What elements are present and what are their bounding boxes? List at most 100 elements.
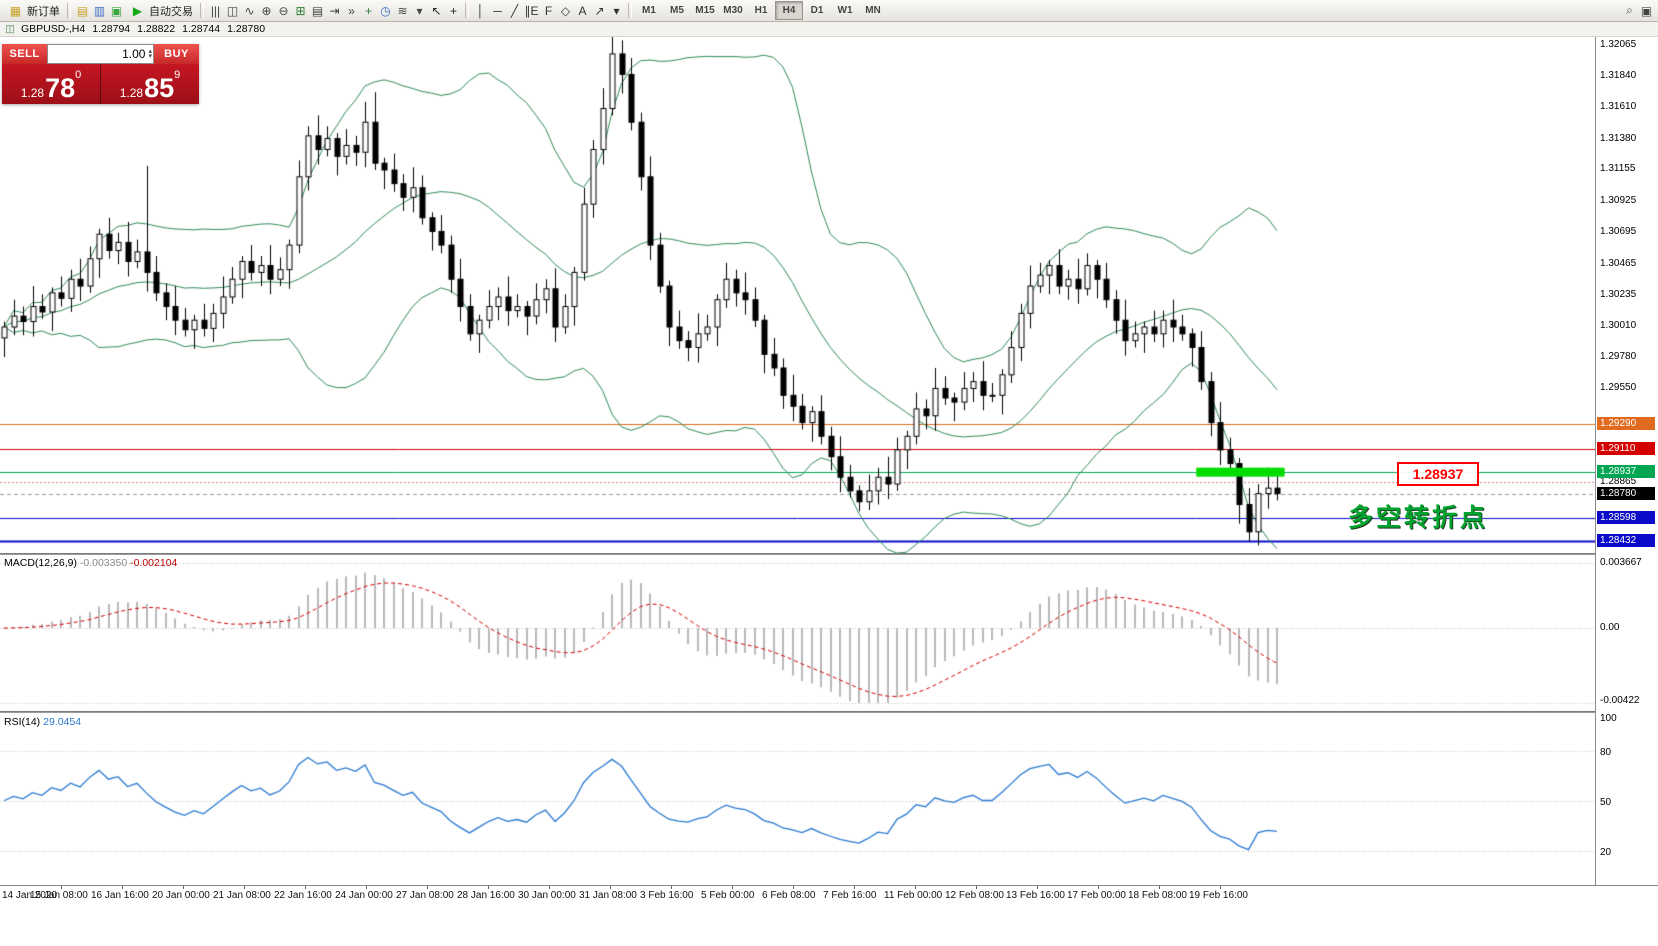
candlestick-chart-icon[interactable]: ◫ bbox=[226, 3, 239, 18]
price-axis[interactable]: 1.32065 1.31840 1.31610 1.31380 1.31155 1.309… bbox=[1595, 37, 1658, 885]
shapes-icon[interactable]: ◇ bbox=[560, 3, 571, 18]
horizontal-line-icon[interactable]: ─ bbox=[493, 3, 502, 18]
timeframe-button-M30[interactable]: M30 bbox=[723, 5, 743, 16]
volume-stepper[interactable]: ▴ ▾ bbox=[148, 48, 152, 60]
date-label: 19 Feb 16:00 bbox=[1189, 890, 1248, 901]
macd-indicator-label: MACD(12,26,9) -0.003350 -0.002104 bbox=[4, 557, 178, 569]
indicators-icon[interactable]: ≋ bbox=[397, 3, 408, 18]
time-tick bbox=[549, 886, 550, 889]
sell-price-display[interactable]: 1.28 78 0 bbox=[20, 69, 82, 103]
toolbar-separator bbox=[465, 3, 469, 18]
price-chart-canvas[interactable] bbox=[0, 37, 1595, 553]
time-tick bbox=[671, 886, 672, 889]
macd-signal-value: -0.002104 bbox=[130, 557, 178, 569]
time-tick bbox=[732, 886, 733, 889]
buy-price-display[interactable]: 1.28 85 9 bbox=[100, 64, 199, 104]
tile-windows-icon[interactable]: ⊞ bbox=[295, 3, 306, 18]
price-level-badge: 1.29290 bbox=[1597, 416, 1655, 430]
cursor-icon[interactable]: ↖ bbox=[431, 3, 442, 18]
time-tick bbox=[183, 886, 184, 889]
cascade-windows-icon[interactable]: ▤ bbox=[311, 3, 324, 18]
price-tick-label: 1.30925 bbox=[1600, 194, 1637, 206]
timeframe-button-W1[interactable]: W1 bbox=[837, 5, 853, 16]
bar-chart-icon[interactable]: ||| bbox=[210, 3, 221, 18]
one-click-trading-panel: SELL 1.00 ▴ ▾ BUY 1.28 78 0 1.28 85 9 bbox=[2, 44, 199, 104]
chart-shift-icon[interactable]: ⇥ bbox=[329, 3, 340, 18]
new-chart-icon[interactable]: + bbox=[364, 3, 372, 18]
data-window-icon[interactable]: ▣ bbox=[110, 3, 123, 18]
new-order-button[interactable]: ▦ 新订单 bbox=[3, 2, 64, 20]
turning-point-note[interactable]: 多空转折点 bbox=[1348, 504, 1489, 532]
date-label: 3 Feb 16:00 bbox=[640, 890, 694, 901]
time-tick bbox=[427, 886, 428, 889]
macd-scale-label: 0.00 bbox=[1600, 622, 1620, 634]
timeframe-button-H4[interactable]: H4 bbox=[775, 1, 803, 20]
volume-input[interactable]: 1.00 ▴ ▾ bbox=[47, 44, 154, 64]
timeframe-button-D1[interactable]: D1 bbox=[810, 5, 824, 16]
autotrading-play-icon: ▶ bbox=[132, 3, 143, 18]
rsi-canvas[interactable] bbox=[0, 713, 1595, 885]
timeframe-button-M1[interactable]: M1 bbox=[642, 5, 656, 16]
date-label: 22 Jan 16:00 bbox=[274, 890, 332, 901]
macd-main-value: -0.003350 bbox=[79, 557, 128, 569]
ask-price-label: 1.28865 bbox=[1600, 475, 1637, 487]
time-tick bbox=[366, 886, 367, 889]
date-label: 6 Feb 08:00 bbox=[762, 890, 816, 901]
timeframe-button-MN[interactable]: MN bbox=[865, 5, 881, 16]
chart-symbol-title: GBPUSD-,H4 bbox=[21, 23, 86, 35]
price-level-badge: 1.28598 bbox=[1597, 511, 1655, 525]
text-icon[interactable]: A bbox=[578, 3, 587, 18]
auto-scroll-icon[interactable]: » bbox=[348, 3, 355, 18]
autotrading-button[interactable]: ▶ 自动交易 bbox=[125, 2, 197, 20]
price-level-badge: 1.28937 bbox=[1597, 465, 1655, 479]
arrows-icon[interactable]: ↗ bbox=[594, 3, 605, 18]
rsi-scale-label: 100 bbox=[1600, 713, 1617, 724]
price-tick-label: 1.31380 bbox=[1600, 132, 1637, 144]
timeframe-toolbar: M1 M5 M15 M30 H1 H4 D1 W1 MN bbox=[635, 1, 887, 20]
date-label: 30 Jan 00:00 bbox=[518, 890, 576, 901]
price-callout-box[interactable]: 1.28937 bbox=[1397, 462, 1479, 486]
zoom-in-icon[interactable]: ⊕ bbox=[261, 3, 272, 18]
time-tick bbox=[976, 886, 977, 889]
new-order-icon: ▦ bbox=[9, 3, 22, 18]
timeframe-button-M5[interactable]: M5 bbox=[670, 5, 684, 16]
buy-button[interactable]: BUY bbox=[154, 44, 199, 64]
timeframe-button-H1[interactable]: H1 bbox=[754, 5, 768, 16]
time-tick bbox=[610, 886, 611, 889]
price-tick-label: 1.31840 bbox=[1600, 69, 1637, 81]
date-label: 12 Feb 08:00 bbox=[945, 890, 1004, 901]
macd-canvas[interactable] bbox=[0, 555, 1595, 711]
toolbar-separator bbox=[200, 3, 204, 18]
time-tick bbox=[305, 886, 306, 889]
profiles-icon[interactable]: ▤ bbox=[76, 3, 89, 18]
price-tick-label: 1.31155 bbox=[1600, 163, 1636, 175]
sell-button[interactable]: SELL bbox=[2, 44, 47, 64]
date-label: 28 Jan 16:00 bbox=[457, 890, 515, 901]
zoom-out-icon[interactable]: ⊖ bbox=[278, 3, 289, 18]
indicators-dropdown-icon[interactable]: ▾ bbox=[416, 3, 423, 18]
market-watch-icon[interactable]: ▥ bbox=[93, 3, 106, 18]
search-icon[interactable]: ⌕ bbox=[1626, 3, 1633, 17]
timeframe-button-M15[interactable]: M15 bbox=[695, 5, 715, 16]
equidistant-channel-icon[interactable]: ∥E bbox=[524, 3, 539, 18]
crosshair-icon[interactable]: + bbox=[449, 3, 457, 18]
volume-up-icon: ▴ bbox=[148, 48, 152, 55]
fibonacci-icon[interactable]: F bbox=[544, 3, 553, 18]
trendline-icon[interactable]: ╱ bbox=[510, 3, 519, 18]
vertical-line-icon[interactable]: │ bbox=[476, 3, 485, 18]
objects-dropdown-icon[interactable]: ▾ bbox=[613, 3, 620, 18]
volume-value: 1.00 bbox=[122, 47, 146, 61]
line-chart-icon[interactable]: ∿ bbox=[244, 3, 255, 18]
rsi-scale-label: 20 bbox=[1600, 847, 1612, 858]
bar-low-value: 1.28744 bbox=[182, 23, 221, 35]
quick-panel-icon[interactable]: ▣ bbox=[1640, 3, 1653, 18]
price-tick-label: 1.29550 bbox=[1600, 382, 1637, 394]
rsi-indicator-label: RSI(14) 29.0454 bbox=[4, 716, 82, 728]
period-clock-icon[interactable]: ◷ bbox=[380, 3, 391, 18]
time-tick bbox=[793, 886, 794, 889]
price-tick-label: 1.31610 bbox=[1600, 101, 1637, 113]
time-axis[interactable]: 14 Jan 2020 15 Jan 08:00 16 Jan 16:00 20 Ja… bbox=[0, 885, 1658, 946]
main-toolbar: ▦ 新订单 ▤ ▥ ▣ ▶ 自动交易 ||| ◫ ∿ ⊕ ⊖ ⊞ ▤ ⇥ » + ◷ ≋ ▾ ↖ + │ ─ ╱ ∥E… bbox=[0, 0, 1658, 22]
price-level-badge: 1.28432 bbox=[1597, 534, 1655, 548]
